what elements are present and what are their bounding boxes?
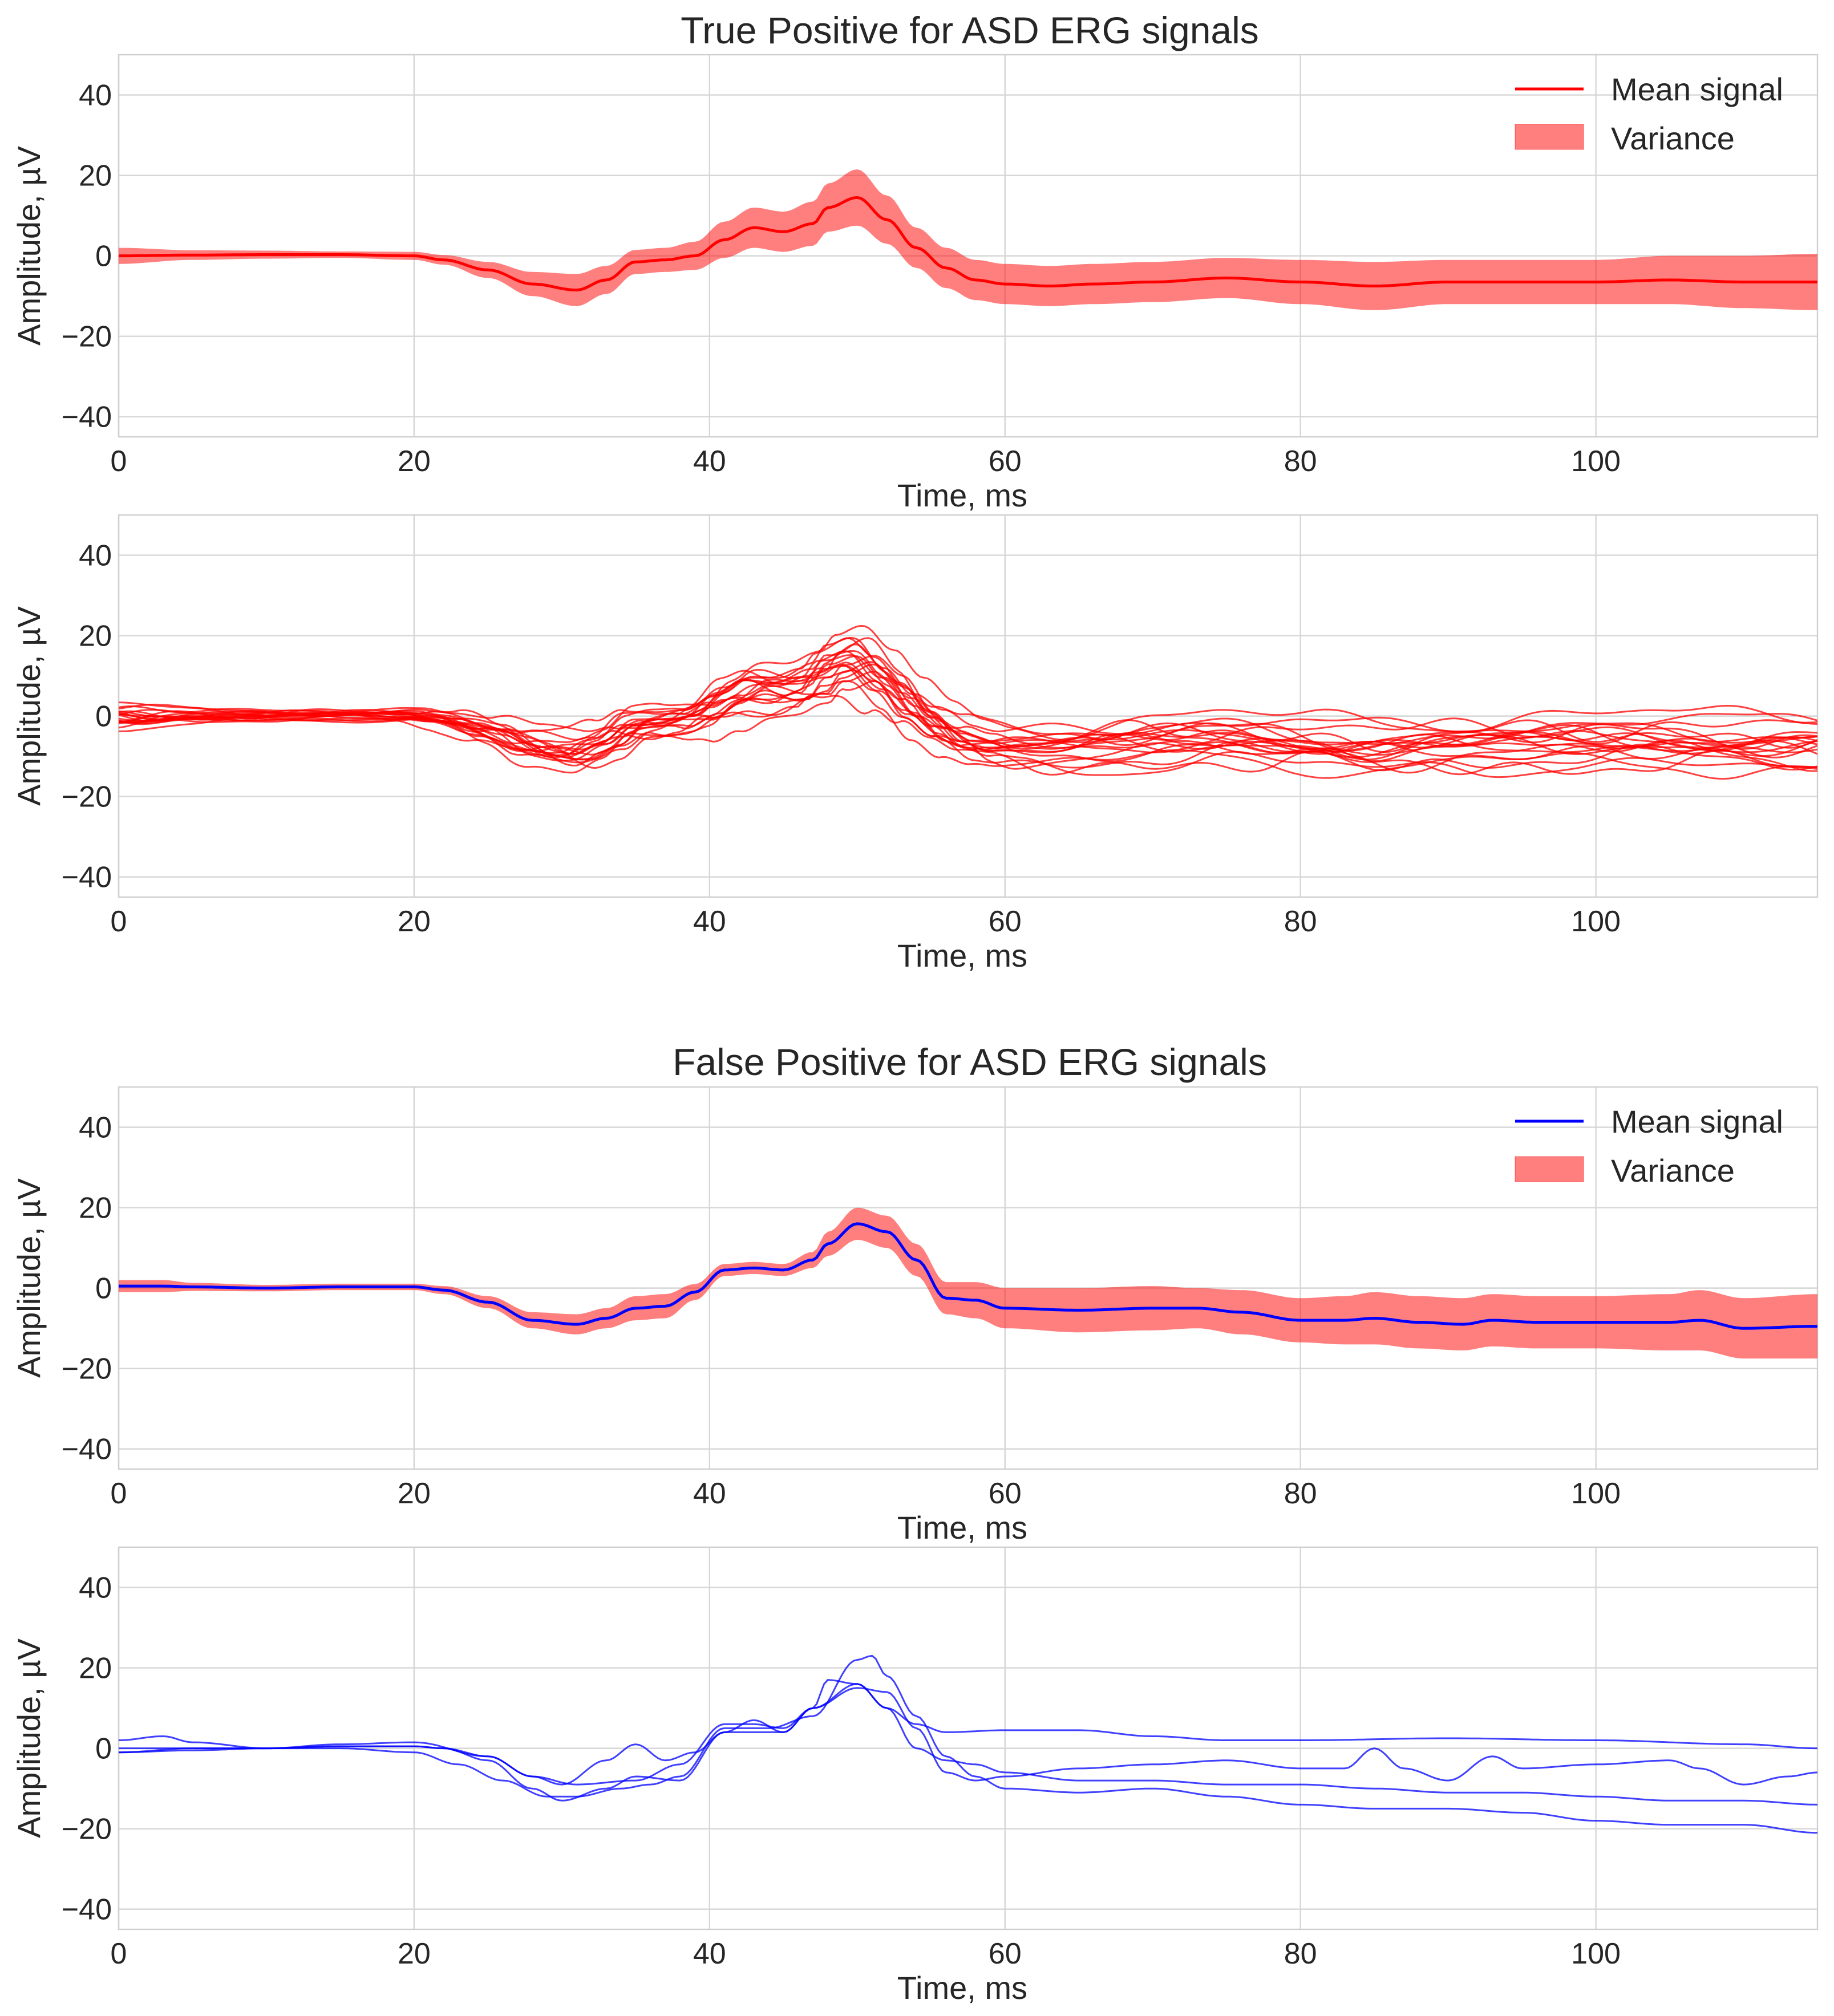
signal-line-fp-4 (119, 1654, 1817, 1834)
x-tick-label: 40 (693, 905, 726, 938)
legend: Mean signal Variance (1515, 1104, 1783, 1188)
plot-frame (118, 54, 1819, 438)
x-tick-label: 60 (989, 445, 1022, 478)
plot-frame (118, 1546, 1819, 1930)
x-axis-label: Time, ms (897, 477, 1027, 513)
plot-area (119, 515, 1817, 897)
signal-line-fp-1 (119, 1683, 1817, 1786)
legend-variance-label: Variance (1611, 1153, 1735, 1188)
signal-line (119, 624, 1817, 741)
y-tick-label: −40 (62, 861, 112, 894)
x-tick-label: 20 (398, 1937, 431, 1970)
panel-false-positive-individual: 0 20 40 60 80 100 −40 −20 0 20 40 Time, ms Amplitude… (11, 1546, 1819, 2006)
x-tick-label: 0 (111, 1477, 127, 1510)
panel-false-positive-mean: 0 20 40 60 80 100 −40 −20 0 20 40 Time, ms Amplitude… (11, 1086, 1819, 1546)
figure-title-true-positive: True Positive for ASD ERG signals (681, 9, 1259, 51)
y-axis-label: Amplitude, µV (11, 606, 47, 805)
x-tick-label: 100 (1571, 905, 1621, 938)
legend-variance-swatch (1515, 124, 1584, 150)
legend: Mean signal Variance (1515, 71, 1783, 156)
x-tick-label: 60 (989, 905, 1022, 938)
x-tick-label: 0 (111, 1937, 127, 1970)
legend-mean-label: Mean signal (1611, 71, 1783, 107)
y-axis-label: Amplitude, µV (11, 1178, 47, 1377)
x-tick-label: 100 (1571, 1937, 1621, 1970)
y-tick-label: −40 (62, 1893, 112, 1926)
plot-content (119, 624, 1817, 780)
y-tick-label: −40 (62, 401, 112, 434)
y-tick-label: 40 (79, 1112, 112, 1145)
legend-variance-label: Variance (1611, 120, 1735, 156)
x-tick-label: 0 (111, 905, 127, 938)
x-tick-label: 100 (1571, 445, 1621, 478)
plot-area (119, 1547, 1817, 1929)
plot-frame (118, 514, 1819, 898)
mean-signal-line (119, 1222, 1817, 1330)
y-tick-label: 40 (79, 1572, 112, 1605)
y-tick-label: −20 (62, 781, 112, 814)
legend-variance-swatch (1515, 1156, 1584, 1182)
y-tick-label: 0 (95, 700, 112, 733)
y-tick-label: 0 (95, 1272, 112, 1305)
y-tick-label: 20 (79, 160, 112, 193)
x-axis-label: Time, ms (897, 1510, 1027, 1546)
signal-line (119, 680, 1817, 778)
x-tick-label: 80 (1284, 1937, 1317, 1970)
x-tick-label: 20 (398, 905, 431, 938)
x-axis-label: Time, ms (897, 938, 1027, 973)
figure-title-false-positive: False Positive for ASD ERG signals (673, 1041, 1267, 1083)
x-axis-label: Time, ms (897, 1970, 1027, 2006)
plot-content (119, 169, 1817, 310)
plot-area (119, 1087, 1817, 1469)
plot-content (119, 1654, 1817, 1834)
signal-line (119, 671, 1817, 760)
y-axis-label: Amplitude, µV (11, 1638, 47, 1837)
y-tick-label: 20 (79, 1652, 112, 1685)
y-tick-label: −40 (62, 1433, 112, 1466)
x-tick-label: 80 (1284, 445, 1317, 478)
y-tick-label: 40 (79, 79, 112, 112)
panel-true-positive-mean: 0 20 40 60 80 100 −40 −20 0 20 40 Time, ms Amplitude… (11, 54, 1819, 513)
y-axis-label: Amplitude, µV (11, 145, 47, 345)
x-tick-label: 60 (989, 1477, 1022, 1510)
x-tick-label: 100 (1571, 1477, 1621, 1510)
signal-line-fp-3 (119, 1687, 1817, 1786)
x-tick-label: 20 (398, 445, 431, 478)
y-tick-label: −20 (62, 321, 112, 354)
panel-true-positive-individual: 0 20 40 60 80 100 −40 −20 0 20 40 Time, ms Amplitude… (11, 514, 1819, 973)
x-tick-label: 60 (989, 1937, 1022, 1970)
variance-band (119, 169, 1817, 310)
x-tick-label: 40 (693, 445, 726, 478)
x-tick-label: 40 (693, 1477, 726, 1510)
mean-signal-line (119, 196, 1817, 292)
y-tick-label: 40 (79, 540, 112, 573)
signal-line (119, 694, 1817, 776)
y-tick-label: 20 (79, 1192, 112, 1225)
x-tick-label: 20 (398, 1477, 431, 1510)
signal-line (119, 650, 1817, 756)
legend-mean-label: Mean signal (1611, 1104, 1783, 1139)
plot-frame (118, 1086, 1819, 1470)
plot-area (119, 55, 1817, 437)
y-tick-label: 0 (95, 240, 112, 273)
x-tick-label: 80 (1284, 1477, 1317, 1510)
x-tick-label: 80 (1284, 905, 1317, 938)
plot-content (119, 1207, 1817, 1359)
x-tick-label: 40 (693, 1937, 726, 1970)
y-tick-label: −20 (62, 1353, 112, 1386)
y-tick-label: −20 (62, 1813, 112, 1846)
x-tick-label: 0 (111, 445, 127, 478)
y-tick-label: 0 (95, 1733, 112, 1766)
signal-line (119, 662, 1817, 762)
y-tick-label: 20 (79, 620, 112, 653)
